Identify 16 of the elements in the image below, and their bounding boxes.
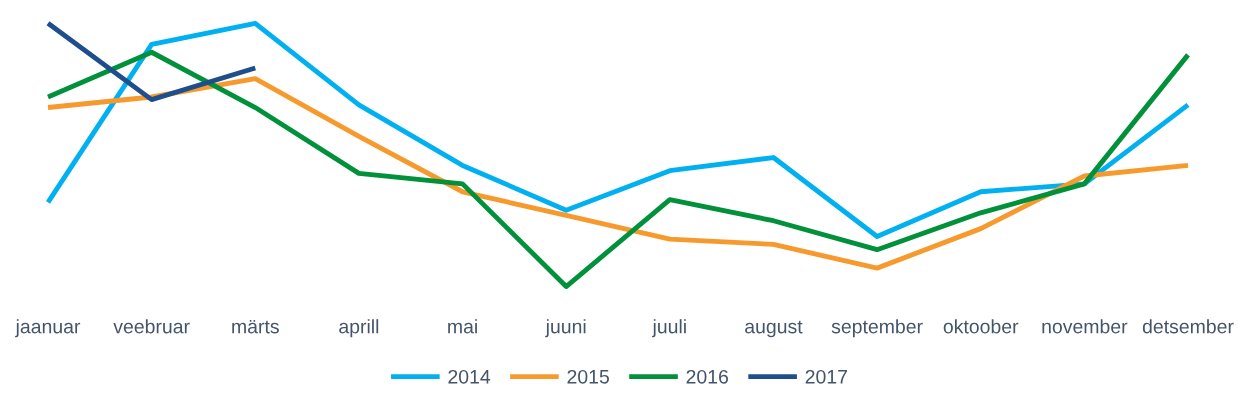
legend-label: 2016: [686, 369, 729, 384]
x-tick-label: september: [831, 319, 923, 338]
x-tick-label: detsember: [1142, 319, 1234, 334]
x-tick-label: jaanuar: [15, 319, 81, 338]
legend-label: 2015: [567, 369, 609, 384]
legend-label: 2014: [448, 369, 491, 384]
x-tick-label: mai: [448, 319, 477, 334]
x-tick-label: august: [745, 320, 803, 338]
x-tick-label: märts: [232, 319, 279, 334]
x-tick-label: juuni: [545, 319, 586, 338]
x-tick-label: oktoober: [943, 319, 1019, 334]
legend-label: 2017: [805, 369, 847, 384]
x-tick-label: juuli: [652, 319, 686, 338]
x-tick-label: aprill: [339, 319, 379, 338]
x-tick-label: november: [1042, 319, 1128, 334]
x-tick-label: veebruar: [113, 319, 190, 334]
